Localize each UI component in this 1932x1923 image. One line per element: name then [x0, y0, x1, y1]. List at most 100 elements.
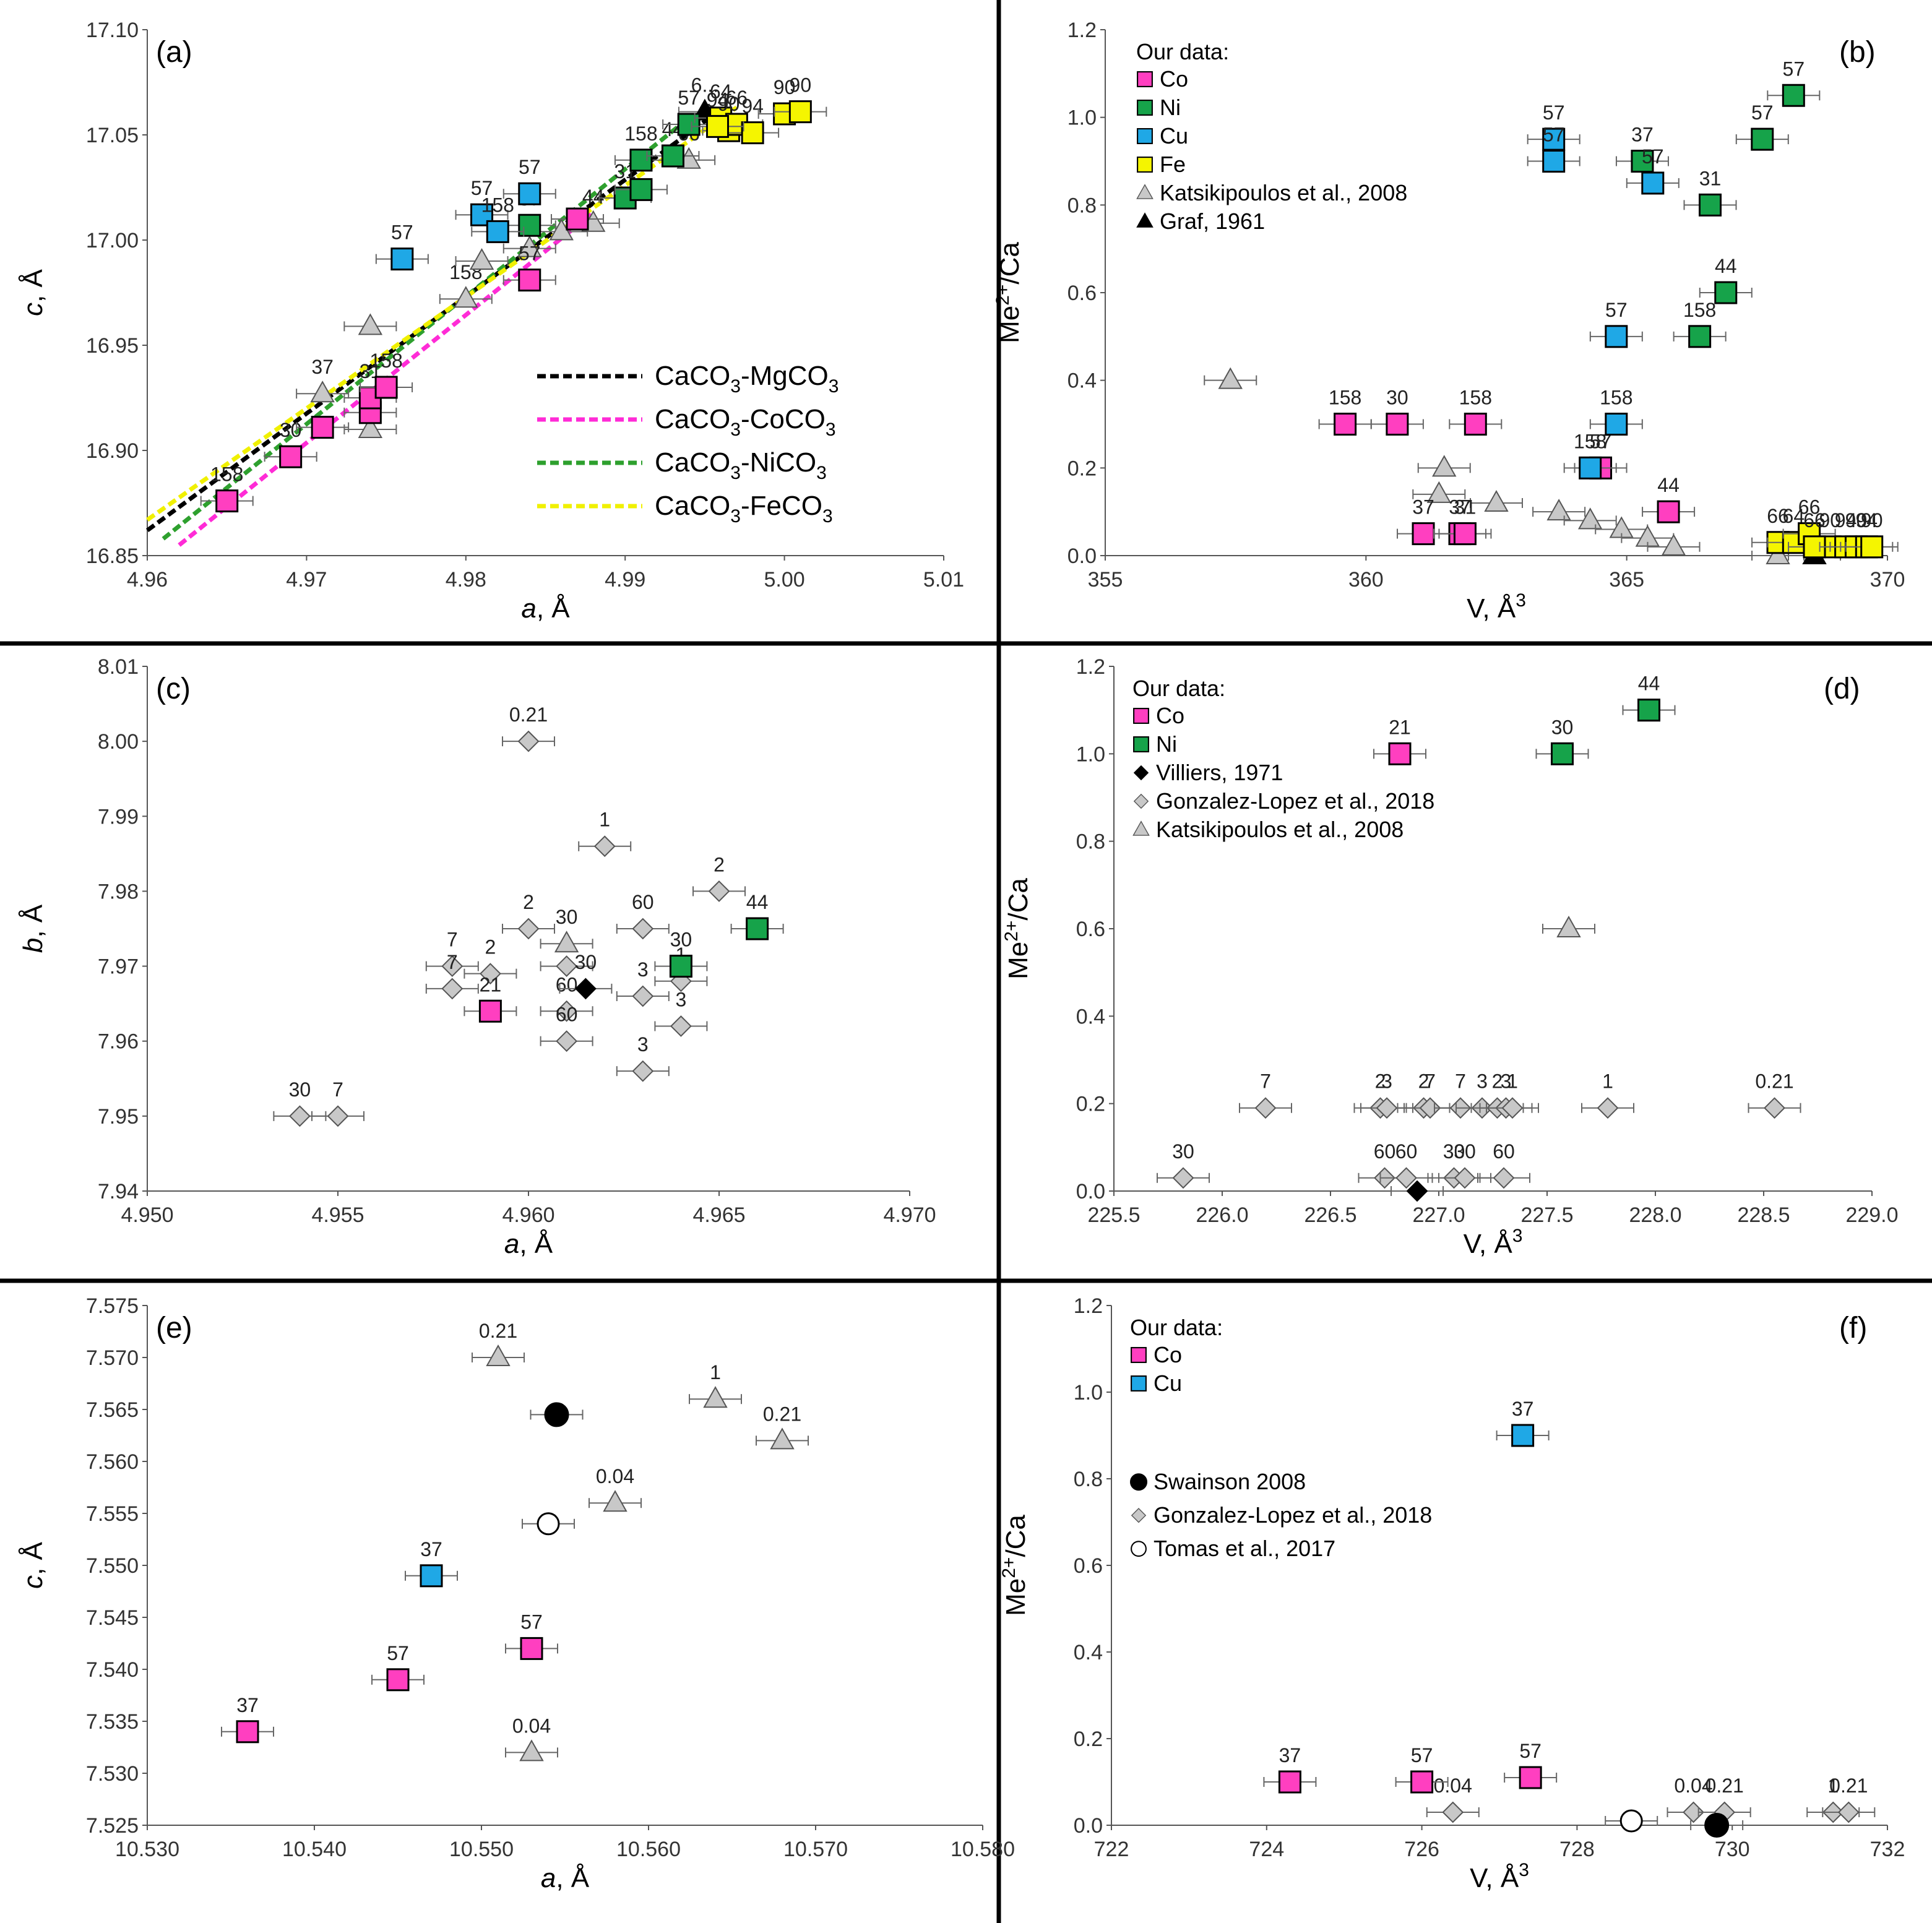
- legend-marker: [1137, 100, 1153, 116]
- y-axis-title: c, Å: [18, 269, 48, 316]
- panel-label: (a): [156, 36, 192, 69]
- data-point: [1412, 522, 1435, 546]
- data-label: 0.21: [479, 1320, 517, 1342]
- data-point: [1577, 507, 1603, 530]
- line-legend-part: CaCO: [655, 491, 730, 521]
- x-axis-title-var: a: [521, 593, 536, 624]
- data-point: [677, 113, 701, 136]
- data-point: [1484, 489, 1509, 512]
- y-axis-title-unit: , Å: [18, 269, 48, 302]
- legend-marker-group: [1137, 100, 1153, 116]
- data-point: [486, 220, 509, 243]
- data-point: [386, 1668, 410, 1692]
- x-tick-label: 732: [1870, 1838, 1905, 1861]
- y-tick-label: 16.90: [86, 439, 139, 463]
- series-villiers-1971: 30: [559, 951, 613, 1000]
- legend-marker-group: [1137, 71, 1153, 87]
- x-axis-title: a, Å: [541, 1863, 590, 1893]
- data-label: 7: [332, 1078, 343, 1101]
- legend2-marker: [1131, 1541, 1147, 1557]
- data-label: 37: [1449, 496, 1471, 518]
- data-label: 2: [523, 891, 534, 913]
- data-label: 158: [481, 194, 514, 216]
- data-point: [517, 918, 540, 940]
- data-point: [554, 931, 579, 953]
- y-axis-title: Me2+/Ca: [999, 1515, 1031, 1616]
- data-label: 90: [790, 74, 812, 97]
- data-point: [486, 1344, 511, 1366]
- data-label: 60: [632, 891, 654, 913]
- data-point: [390, 247, 414, 271]
- x-tick-label: 10.580: [951, 1838, 1015, 1861]
- data-label: 0.21: [763, 1403, 801, 1425]
- y-tick-label: 16.95: [86, 334, 139, 358]
- data-point: [1631, 150, 1654, 173]
- chart-panel-4: 225.5 226.0 226.5 227.0 227.5 228.0 228.5 229.0…: [1001, 655, 1899, 1259]
- data-point: [420, 1564, 443, 1588]
- legend: Our data:Co Cu Swainson 2008 Gonzalez-Lopez…: [1130, 1315, 1432, 1561]
- line-legend-sub: 3: [829, 376, 839, 397]
- x-tick-label: 728: [1559, 1838, 1595, 1861]
- data-point: [1714, 281, 1738, 304]
- chart-panel-1: 4.96 4.97 4.98 4.99 5.00 5.01 16.85 16.90 16.95 1…: [18, 19, 964, 624]
- x-tick-label: 228.0: [1629, 1203, 1681, 1227]
- y-tick-label: 7.99: [98, 805, 139, 828]
- legend-marker-group: [1133, 793, 1149, 809]
- x-axis-title: V, Å3: [1467, 590, 1526, 624]
- data-label: 21: [480, 973, 502, 996]
- series-cu: 37: [1496, 1398, 1550, 1447]
- line-legend-label: CaCO3-NiCO3: [655, 447, 827, 483]
- panel-label: (b): [1839, 36, 1876, 69]
- data-point: [544, 1402, 569, 1427]
- x-axis-title: V, Å3: [1470, 1860, 1529, 1893]
- x-tick-label: 5.00: [764, 568, 805, 592]
- data-label: 57: [1605, 299, 1628, 321]
- data-label: 94: [707, 88, 729, 111]
- data-point: [629, 148, 653, 172]
- data-label: 57: [1411, 1744, 1433, 1766]
- y-axis-title: b, Å: [18, 904, 48, 953]
- data-point: [520, 1637, 543, 1660]
- data-label: 158: [1329, 387, 1361, 409]
- data-point: [593, 835, 616, 858]
- data-point: [556, 1000, 578, 1022]
- line-legend-sub: 3: [822, 506, 833, 527]
- data-point: [1493, 1167, 1515, 1189]
- data-label: 57: [387, 1642, 409, 1664]
- data-point: [1442, 1801, 1464, 1823]
- legend2-marker: [1130, 1473, 1147, 1491]
- data-label: 44: [1657, 474, 1680, 496]
- y-tick-label: 7.535: [86, 1710, 139, 1734]
- x-axis-title-var: a: [541, 1863, 556, 1893]
- series-gonzalez-lopez-et-al-2018: 0.21 1 0.21 0.04 0.04: [472, 1320, 809, 1762]
- data-point: [1556, 915, 1581, 937]
- y-axis-title: Me2+/Ca: [1001, 878, 1033, 979]
- y-axis-title: c, Å: [18, 1541, 48, 1588]
- data-point: [1376, 1097, 1398, 1119]
- x-tick-label: 228.5: [1737, 1203, 1790, 1227]
- data-label: 37: [236, 1694, 259, 1716]
- y-axis-title-sup: 2+: [999, 1557, 1019, 1578]
- data-point: [1698, 193, 1722, 217]
- data-point: [478, 999, 502, 1023]
- x-tick-label: 5.01: [923, 568, 964, 592]
- x-axis-title: V, Å3: [1464, 1226, 1523, 1259]
- data-point: [1388, 742, 1412, 765]
- x-tick-label: 4.950: [121, 1203, 173, 1227]
- y-axis-title-sup: 2+: [1001, 921, 1022, 942]
- data-point: [770, 1427, 795, 1450]
- legend-marker: [1136, 212, 1154, 228]
- data-point: [1837, 1801, 1860, 1823]
- data-label: 64: [710, 80, 732, 103]
- legend2-marker-group: [1131, 1541, 1147, 1557]
- legend2-marker: [1131, 1508, 1147, 1523]
- line-legend-sub: 3: [816, 463, 827, 483]
- data-point: [1426, 481, 1452, 503]
- chart-panel-2: 355 360 365 370 0.0 0.2 0.4 0.6 0.8 1.0 1.2 (b) V, Å…: [993, 19, 1905, 624]
- legend2-label: Swainson 2008: [1154, 1469, 1306, 1494]
- data-label: 90: [718, 93, 740, 115]
